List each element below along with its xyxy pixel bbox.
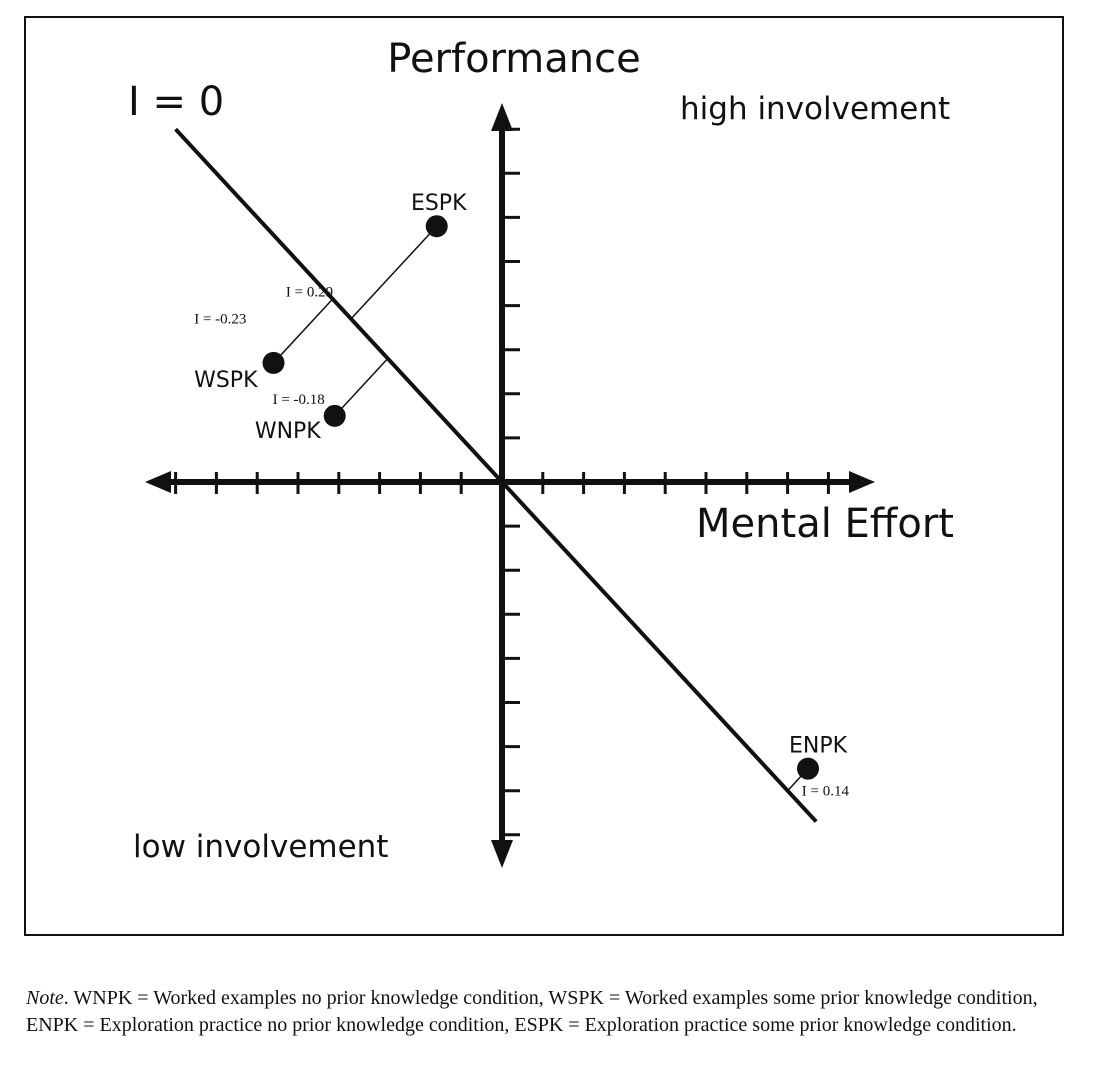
region-label-high: high involvement xyxy=(680,91,950,127)
x-axis-label: Mental Effort xyxy=(696,501,954,547)
x-axis-arrow-left xyxy=(145,471,171,493)
figure-note: Note. WNPK = Worked examples no prior kn… xyxy=(26,985,1066,1039)
involvement-label: I = 0.29 xyxy=(286,284,333,300)
involvement-connector xyxy=(334,358,389,417)
point-label: WSPK xyxy=(194,368,258,393)
y-axis-arrow-down xyxy=(491,840,513,868)
point-label: ENPK xyxy=(789,734,848,759)
figure-frame xyxy=(24,16,1064,936)
note-text: . WNPK = Worked examples no prior knowle… xyxy=(26,987,1038,1036)
x-axis-arrow-right xyxy=(849,471,875,493)
involvement-label: I = 0.14 xyxy=(802,784,850,800)
axes xyxy=(145,103,875,868)
data-point-enpk xyxy=(797,757,819,780)
data-point-wnpk xyxy=(323,404,346,427)
involvement-label: I = -0.23 xyxy=(194,311,246,327)
y-axis-arrow-up xyxy=(491,103,513,131)
reference-line-group xyxy=(174,127,818,823)
chart-title: Performance xyxy=(387,36,640,82)
reference-line-label: I = 0 xyxy=(128,79,224,125)
data-point-wspk xyxy=(262,351,285,374)
point-label: WNPK xyxy=(255,419,321,444)
reference-line xyxy=(174,127,818,823)
involvement-connector xyxy=(350,225,438,320)
region-label-low: low involvement xyxy=(133,829,388,865)
point-label: ESPK xyxy=(411,191,467,216)
involvement-connector xyxy=(272,298,334,364)
tick-marks xyxy=(174,127,830,837)
data-points: ESPK I = 0.29 WSPK I = -0.23 WNPK I = -0.18 EN… xyxy=(194,191,849,799)
note-label: Note xyxy=(26,987,64,1009)
data-point-espk xyxy=(425,215,448,238)
involvement-label: I = -0.18 xyxy=(273,392,325,408)
